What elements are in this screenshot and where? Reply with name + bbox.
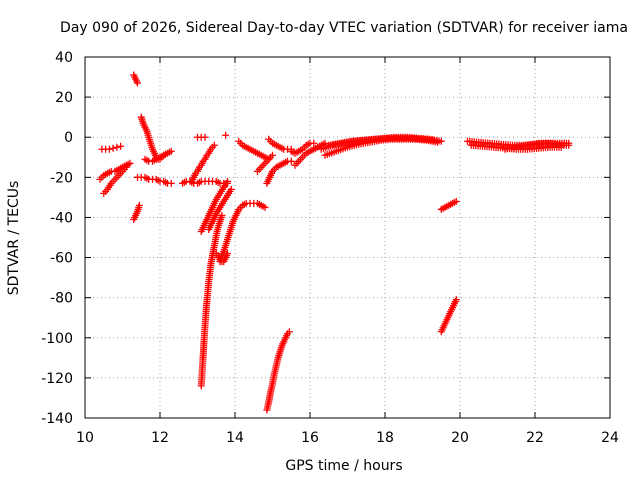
x-tick-label: 18 xyxy=(376,430,394,446)
data-point xyxy=(167,147,175,155)
data-point xyxy=(452,296,460,304)
series-arc-3 xyxy=(100,163,130,197)
data-point xyxy=(167,179,175,187)
plot-frame xyxy=(84,56,611,419)
x-tick-label: 22 xyxy=(526,430,544,446)
x-tick-label: 16 xyxy=(301,430,319,446)
data-point xyxy=(227,185,235,193)
chart-title: Day 090 of 2026, Sidereal Day-to-day VTE… xyxy=(60,20,628,36)
series-arc-27 xyxy=(321,135,441,159)
data-point xyxy=(117,142,125,150)
data-points xyxy=(96,71,573,414)
series-arc-23 xyxy=(287,139,318,157)
series-arc-29 xyxy=(437,296,460,336)
data-point xyxy=(434,138,441,146)
x-tick-label: 24 xyxy=(601,430,619,446)
y-tick-label: -100 xyxy=(41,331,73,347)
series-arc-17 xyxy=(212,250,231,266)
series-arc-8 xyxy=(134,173,175,187)
data-point xyxy=(113,143,121,151)
data-point xyxy=(122,163,130,171)
data-point xyxy=(224,177,231,185)
data-point xyxy=(287,157,295,165)
data-point xyxy=(310,139,318,147)
data-point xyxy=(109,144,117,152)
data-point xyxy=(105,145,113,153)
series-arc-5 xyxy=(130,201,143,223)
y-tick-label: -140 xyxy=(41,411,73,427)
series-arc-22 xyxy=(265,135,295,153)
grid-lines xyxy=(85,57,610,418)
data-point xyxy=(134,79,141,87)
data-point xyxy=(321,139,329,147)
data-point xyxy=(218,211,226,219)
axis-ticks: 10 12 14 16 18 20 22 24 40 20 0 -20 -40 -60 -80 -100 -12… xyxy=(41,50,619,446)
series-arc-9 xyxy=(179,177,231,187)
series-arc-13 xyxy=(197,211,226,390)
series-arc-11 xyxy=(194,133,209,141)
series-arc-14 xyxy=(197,177,231,235)
series-arc-7 xyxy=(141,147,175,165)
data-point xyxy=(269,151,276,159)
data-point xyxy=(565,141,573,149)
data-point xyxy=(210,141,218,149)
data-point xyxy=(222,131,230,139)
x-axis-label: GPS time / hours xyxy=(285,458,402,474)
data-point xyxy=(201,133,209,141)
series-arc-10 xyxy=(188,141,218,185)
series-arc-32 xyxy=(501,139,573,153)
data-point xyxy=(452,197,460,205)
series-arc-28 xyxy=(437,197,460,213)
y-tick-label: -20 xyxy=(50,170,73,186)
data-point xyxy=(135,201,143,209)
y-tick-label: -40 xyxy=(50,210,73,226)
data-point xyxy=(261,203,269,211)
y-axis-label: SDTVAR / TECUs xyxy=(6,181,22,296)
data-point xyxy=(437,137,445,145)
x-tick-label: 14 xyxy=(226,430,244,446)
data-point xyxy=(224,250,231,258)
data-point xyxy=(285,328,293,336)
y-tick-label: -60 xyxy=(50,251,73,267)
x-tick-label: 10 xyxy=(76,430,94,446)
series-arc-21 xyxy=(263,157,295,187)
y-tick-label: 20 xyxy=(55,90,73,106)
y-tick-label: 0 xyxy=(64,130,73,146)
data-point xyxy=(126,159,134,167)
series-arc-15 xyxy=(205,185,235,233)
series-arc-20 xyxy=(263,328,293,414)
series-arc-1 xyxy=(98,142,125,153)
y-tick-label: 40 xyxy=(55,50,73,66)
x-tick-label: 20 xyxy=(451,430,469,446)
x-tick-label: 12 xyxy=(151,430,169,446)
series-arc-19 xyxy=(254,151,276,175)
y-tick-label: -80 xyxy=(50,291,73,307)
series-arc-16 xyxy=(216,199,269,266)
series-arc-12 xyxy=(222,131,230,139)
y-tick-label: -120 xyxy=(41,371,73,387)
series-arc-4 xyxy=(130,71,141,87)
